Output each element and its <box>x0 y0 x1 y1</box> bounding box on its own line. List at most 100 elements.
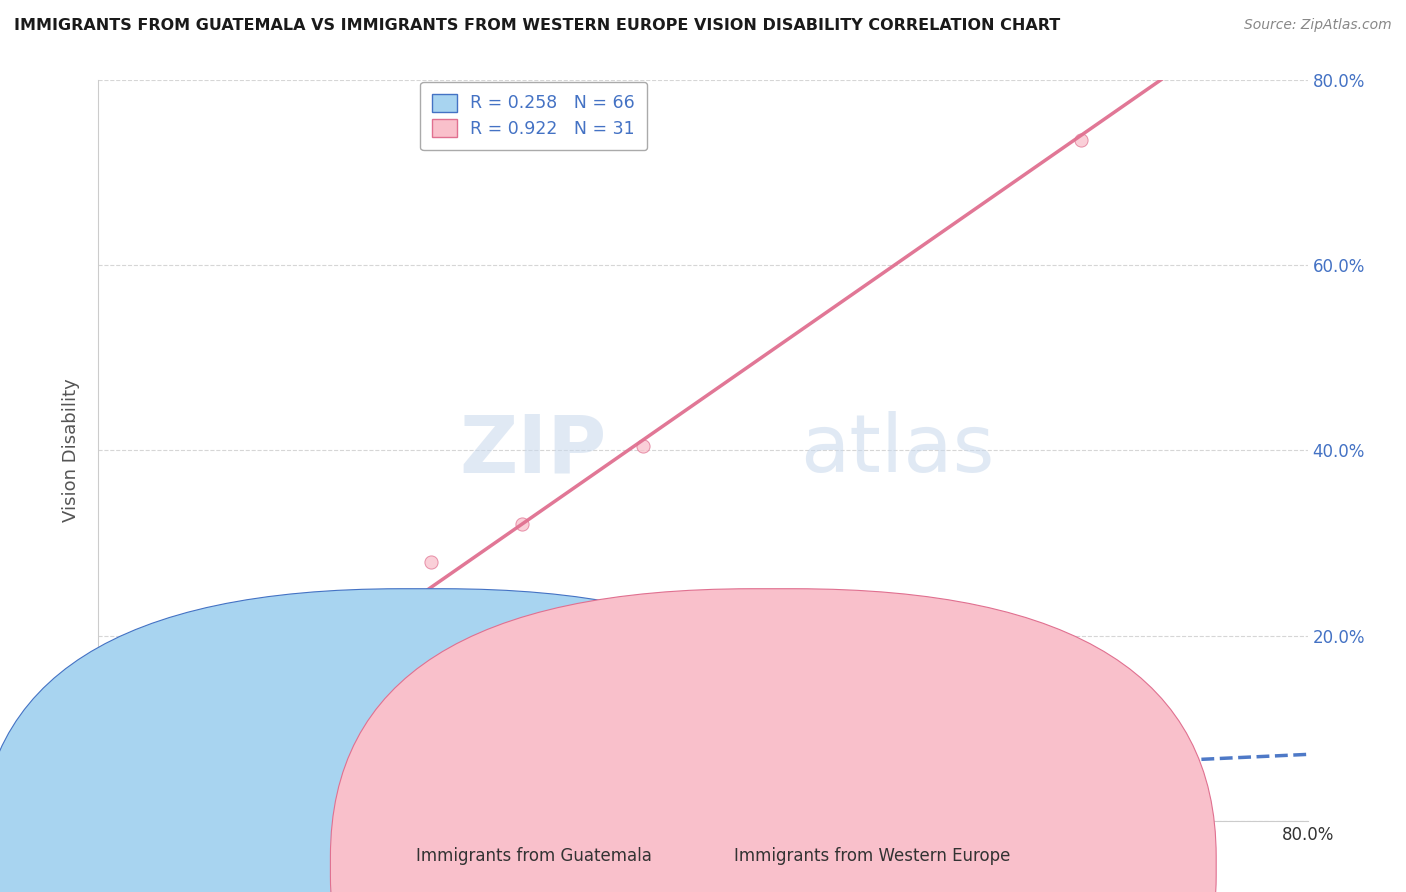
Point <box>121 789 143 803</box>
Point <box>107 809 129 823</box>
Point <box>298 663 321 677</box>
Point <box>346 793 368 807</box>
Point <box>128 794 150 808</box>
Point <box>131 805 153 820</box>
Point <box>145 796 167 810</box>
Point <box>592 790 614 805</box>
Point <box>562 792 585 806</box>
Point <box>97 802 120 816</box>
Text: Immigrants from Guatemala: Immigrants from Guatemala <box>416 847 652 865</box>
Point <box>731 800 754 814</box>
Point <box>103 798 125 813</box>
Point <box>89 797 111 811</box>
Point <box>127 794 149 808</box>
Point <box>127 795 149 809</box>
Text: IMMIGRANTS FROM GUATEMALA VS IMMIGRANTS FROM WESTERN EUROPE VISION DISABILITY CO: IMMIGRANTS FROM GUATEMALA VS IMMIGRANTS … <box>14 18 1060 33</box>
Point <box>100 804 122 818</box>
Point <box>94 805 117 819</box>
Point <box>132 796 155 810</box>
Point <box>148 768 170 782</box>
Point <box>136 798 159 813</box>
Point <box>134 801 156 815</box>
Point <box>104 799 127 814</box>
Point <box>98 796 121 810</box>
Point <box>270 691 292 706</box>
Point <box>112 800 135 814</box>
Point <box>143 788 166 802</box>
Point <box>187 762 209 776</box>
Point <box>252 701 274 715</box>
Point <box>114 802 136 816</box>
Point <box>111 799 134 814</box>
Point <box>219 805 242 820</box>
Point <box>129 805 152 820</box>
Point <box>1070 133 1092 147</box>
Point <box>143 805 166 820</box>
Point <box>184 795 207 809</box>
Point <box>375 796 398 810</box>
Point <box>136 797 159 811</box>
Point <box>110 805 132 819</box>
Point <box>125 810 148 824</box>
Point <box>702 794 724 808</box>
Point <box>120 796 142 810</box>
Point <box>94 807 117 822</box>
Point <box>94 797 117 812</box>
Point <box>360 638 382 652</box>
Point <box>100 810 122 824</box>
Point <box>90 806 112 821</box>
Point <box>112 801 135 815</box>
Point <box>420 554 443 569</box>
Point <box>112 785 135 799</box>
Y-axis label: Vision Disability: Vision Disability <box>62 378 80 523</box>
Point <box>387 795 409 809</box>
Point <box>101 798 124 813</box>
Point <box>107 805 129 819</box>
Point <box>118 810 141 824</box>
Point <box>124 781 146 796</box>
Point <box>134 772 156 787</box>
Point <box>148 748 170 763</box>
Point <box>485 796 508 810</box>
Point <box>127 802 149 816</box>
Point <box>111 800 134 814</box>
Point <box>616 794 638 808</box>
Point <box>125 799 148 814</box>
Point <box>631 439 654 453</box>
Point <box>889 638 911 652</box>
Point <box>115 797 138 811</box>
Point <box>187 750 209 764</box>
Point <box>131 808 153 822</box>
Point <box>224 684 246 698</box>
Point <box>124 801 146 815</box>
Point <box>262 698 284 712</box>
Point <box>120 796 142 810</box>
Point <box>510 517 533 532</box>
Point <box>121 795 143 809</box>
Point <box>170 802 193 816</box>
Point <box>330 797 353 811</box>
Point <box>243 796 266 810</box>
Point <box>187 806 209 821</box>
Text: ZIP: ZIP <box>458 411 606 490</box>
Point <box>253 665 276 680</box>
Point <box>142 805 165 820</box>
Point <box>361 796 384 810</box>
Point <box>128 807 150 822</box>
Point <box>91 805 114 819</box>
Point <box>153 756 176 770</box>
Point <box>94 811 117 825</box>
Point <box>240 795 263 809</box>
Point <box>90 795 112 809</box>
Point <box>120 786 142 800</box>
Point <box>98 799 121 814</box>
Point <box>134 799 156 814</box>
Point <box>195 738 218 752</box>
Text: Immigrants from Western Europe: Immigrants from Western Europe <box>734 847 1010 865</box>
Point <box>98 806 121 821</box>
Legend: R = 0.258   N = 66, R = 0.922   N = 31: R = 0.258 N = 66, R = 0.922 N = 31 <box>420 81 647 151</box>
Point <box>145 797 167 812</box>
Point <box>540 793 562 807</box>
Text: atlas: atlas <box>800 411 994 490</box>
Point <box>226 794 249 808</box>
